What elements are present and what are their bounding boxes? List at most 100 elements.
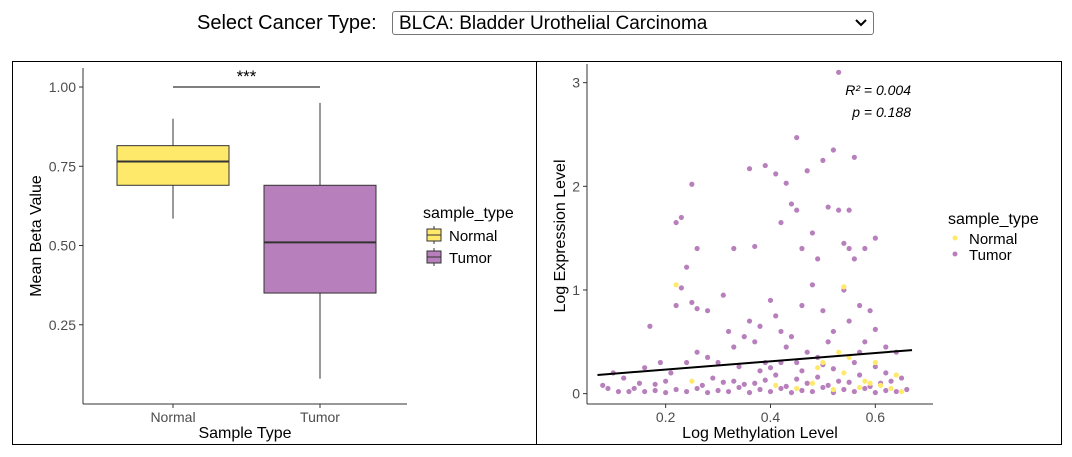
scatter-point-tumor xyxy=(846,379,852,385)
scatter-point-tumor xyxy=(684,359,690,366)
scatter-legend-label-tumor: Tumor xyxy=(969,247,1012,264)
scatter-point-tumor xyxy=(636,380,643,386)
boxplot-x-axis-title: Sample Type xyxy=(198,425,291,442)
scatter-point-tumor xyxy=(794,134,800,141)
scatter-point-tumor xyxy=(710,375,716,381)
scatter-y-tick-label: 3 xyxy=(572,75,580,91)
boxplot-panel: 0.25 0.50 0.75 1.00 Normal Tumor *** Sample … xyxy=(12,61,537,445)
scatter-point-tumor xyxy=(731,245,737,252)
scatter-point-tumor xyxy=(647,323,653,329)
scatter-point-tumor xyxy=(799,302,805,309)
scatter-point-tumor xyxy=(820,157,826,164)
scatter-point-normal xyxy=(794,385,800,392)
scatter-point-tumor xyxy=(715,359,721,366)
scatter-point-tumor xyxy=(767,365,774,371)
scatter-point-tumor xyxy=(694,385,700,392)
scatter-point-tumor xyxy=(867,308,873,314)
scatter-point-normal xyxy=(830,386,836,393)
boxplot-y-tick-label: 1.00 xyxy=(49,79,76,95)
scatter-point-tumor xyxy=(731,378,737,384)
cancer-type-select-value: BLCA: Bladder Urothelial Carcinoma xyxy=(399,13,708,34)
scatter-point-tumor xyxy=(678,214,684,221)
scatter-point-tumor xyxy=(788,334,795,340)
scatter-y-tick-label: 0 xyxy=(572,386,580,402)
scatter-point-tumor xyxy=(615,388,622,395)
scatter-point-tumor xyxy=(872,326,878,332)
scatter-point-tumor xyxy=(830,328,836,335)
scatter-point-normal xyxy=(841,284,847,290)
scatter-point-tumor xyxy=(746,389,753,396)
scatter-point-tumor xyxy=(704,308,711,314)
scatter-x-axis-title: Log Methylation Level xyxy=(682,425,838,442)
scatter-y-axis-title: Log Expression Level xyxy=(552,160,569,313)
scatter-point-tumor xyxy=(694,306,700,312)
scatter-x-tick-label: 0.4 xyxy=(761,409,781,425)
scatter-point-tumor xyxy=(783,344,789,350)
scatter-point-tumor xyxy=(815,374,821,380)
scatter-point-tumor xyxy=(673,219,679,226)
scatter-point-tumor xyxy=(652,381,658,387)
scatter-point-tumor xyxy=(804,380,810,386)
scatter-point-tumor xyxy=(857,372,863,378)
scatter-point-tumor xyxy=(815,256,821,262)
scatter-point-tumor xyxy=(804,168,810,174)
scatter-point-tumor xyxy=(746,166,753,172)
boxplot-y-tick-label: 0.75 xyxy=(49,158,76,174)
scatter-point-tumor xyxy=(757,368,763,374)
scatter-point-tumor xyxy=(836,69,842,75)
scatter-point-tumor xyxy=(600,382,606,388)
scatter-point-normal xyxy=(893,372,899,378)
scatter-point-tumor xyxy=(783,180,789,186)
scatter-point-tumor xyxy=(836,378,842,384)
scatter-point-tumor xyxy=(846,318,852,324)
boxplot-x-tick-label: Tumor xyxy=(300,409,340,425)
scatter-point-tumor xyxy=(605,385,611,392)
scatter-point-normal xyxy=(898,388,905,395)
scatter-point-normal xyxy=(815,365,821,371)
scatter-point-tumor xyxy=(841,240,847,246)
chevron-down-icon xyxy=(855,19,867,27)
scatter-point-tumor xyxy=(783,383,789,389)
scatter-point-tumor xyxy=(883,387,889,394)
scatter-point-tumor xyxy=(736,384,742,391)
scatter-point-tumor xyxy=(657,359,663,366)
scatter-point-tumor xyxy=(689,181,695,187)
boxplot-axes xyxy=(82,68,407,405)
scatter-point-tumor xyxy=(883,344,889,350)
scatter-point-tumor xyxy=(741,381,747,387)
significance-label: *** xyxy=(237,67,257,86)
scatter-point-tumor xyxy=(663,389,669,396)
scatter-legend-dot-normal xyxy=(952,235,958,241)
scatter-point-tumor xyxy=(820,308,826,314)
scatter-point-tumor xyxy=(725,388,732,395)
scatter-point-tumor xyxy=(767,297,774,303)
scatter-point-tumor xyxy=(652,387,658,394)
scatter-point-normal xyxy=(857,384,863,391)
scatter-point-tumor xyxy=(767,388,774,395)
box-iqr-rect xyxy=(116,145,230,186)
scatter-point-tumor xyxy=(794,359,800,366)
scatter-point-normal xyxy=(841,370,847,376)
scatter-point-tumor xyxy=(825,339,831,345)
scatter-point-tumor xyxy=(830,366,836,372)
scatter-point-tumor xyxy=(715,387,721,394)
scatter-point-tumor xyxy=(862,339,868,345)
cancer-type-select[interactable]: BLCA: Bladder Urothelial Carcinoma xyxy=(392,11,874,35)
scatter-point-tumor xyxy=(799,368,805,374)
scatter-point-tumor xyxy=(851,388,857,395)
scatter-p-annotation: p = 0.188 xyxy=(851,104,911,120)
scatter-point-tumor xyxy=(631,385,637,392)
boxplot-chart: 0.25 0.50 0.75 1.00 Normal Tumor *** Sample … xyxy=(28,67,514,442)
scatter-x-tick-label: 0.6 xyxy=(866,409,886,425)
scatter-point-tumor xyxy=(752,380,758,386)
scatter-point-tumor xyxy=(794,376,800,382)
scatter-point-tumor xyxy=(846,207,852,213)
scatter-point-tumor xyxy=(820,384,826,391)
boxplot-y-tick-label: 0.50 xyxy=(49,238,76,254)
scatter-y-tick-label: 2 xyxy=(572,178,580,194)
scatter-point-normal xyxy=(689,378,695,384)
scatter-point-tumor xyxy=(673,386,679,393)
legend-label-tumor: Tumor xyxy=(449,250,492,267)
scatter-point-tumor xyxy=(841,386,847,393)
scatter-point-tumor xyxy=(898,375,905,381)
